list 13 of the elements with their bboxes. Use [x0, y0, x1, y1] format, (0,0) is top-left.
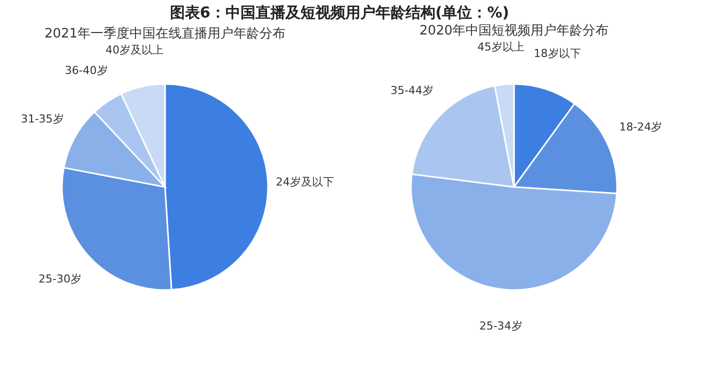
slice-label: 18岁以下	[534, 46, 581, 60]
chart-title: 图表6：中国直播及短视频用户年龄结构(单位：%)	[170, 4, 510, 22]
slice-label: 18-24岁	[619, 120, 662, 134]
slice-label: 36-40岁	[64, 64, 108, 78]
chart-subtitle: 2020年中国短视频用户年龄分布	[419, 24, 609, 39]
chart-subtitle: 2021年一季度中国在线直播用户年龄分布	[44, 25, 286, 42]
slice-label: 35-44岁	[390, 84, 434, 98]
slice-label: 24岁及以下	[276, 176, 334, 189]
slice-label: 45岁以上	[477, 40, 524, 54]
slice-label: 25-30岁	[38, 272, 82, 286]
slice-label: 25-34岁	[479, 319, 522, 332]
slice-label: 31-35岁	[20, 112, 64, 126]
slice-label: 40岁及以上	[105, 43, 164, 56]
